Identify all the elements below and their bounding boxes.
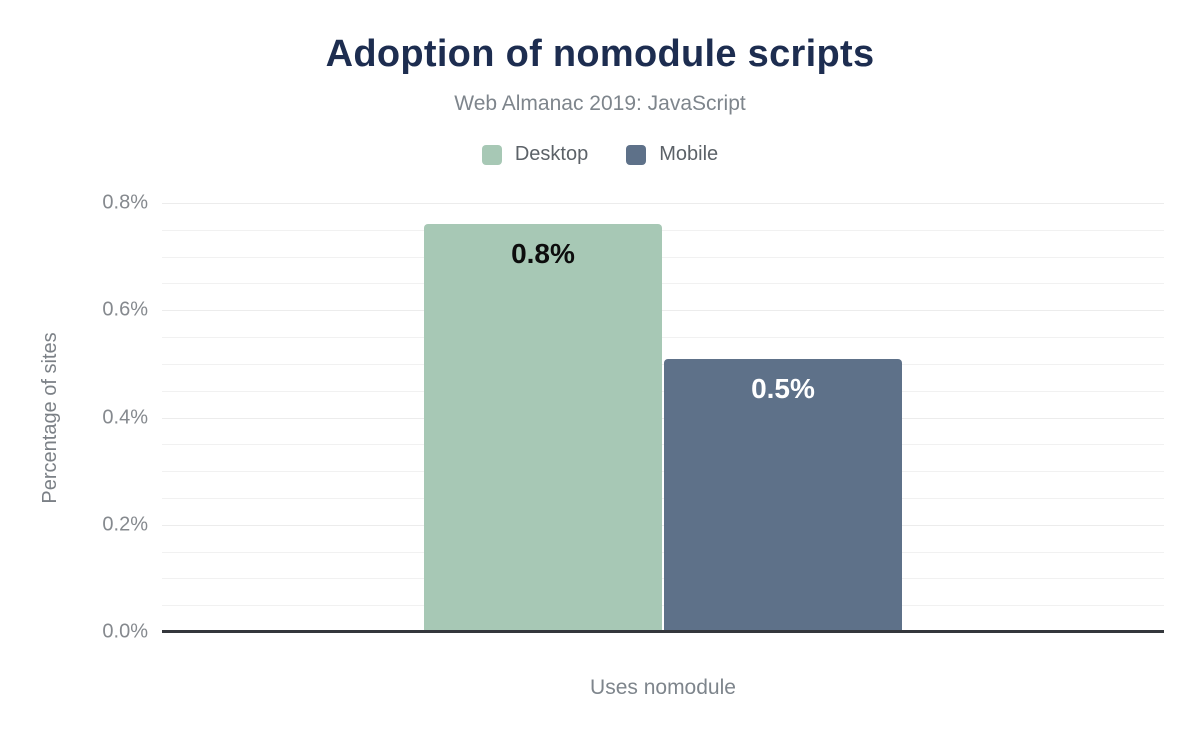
- y-tick-label: 0.8%: [102, 191, 148, 214]
- y-axis-title: Percentage of sites: [39, 332, 61, 504]
- minor-gridline: [162, 363, 1164, 365]
- major-gridline: [162, 310, 1164, 312]
- minor-gridline: [162, 497, 1164, 499]
- minor-gridline: [162, 337, 1164, 339]
- y-tick-label: 0.0%: [102, 620, 148, 643]
- minor-gridline: [162, 551, 1164, 553]
- major-gridline: [162, 417, 1164, 419]
- minor-gridline: [162, 283, 1164, 285]
- bar-value-label-mobile: 0.5%: [751, 373, 815, 404]
- minor-gridline: [162, 578, 1164, 580]
- major-gridline: [162, 203, 1164, 204]
- mobile-swatch-icon: [626, 144, 647, 165]
- legend: Desktop Mobile: [0, 143, 1200, 166]
- bar-mobile: 0.5%: [664, 359, 902, 632]
- minor-gridline: [162, 229, 1164, 231]
- x-axis-title: Uses nomodule: [590, 676, 736, 699]
- desktop-swatch-icon: [481, 144, 502, 165]
- bar-desktop: 0.8%: [424, 224, 662, 632]
- minor-gridline: [162, 390, 1164, 392]
- minor-gridline: [162, 605, 1164, 607]
- major-gridline: [162, 524, 1164, 526]
- minor-gridline: [162, 256, 1164, 258]
- chart-subtitle: Web Almanac 2019: JavaScript: [454, 92, 746, 115]
- minor-gridline: [162, 444, 1164, 446]
- plot-area: 0.0% 0.2% 0.4% 0.6% 0.8% 0.8% 0.5%: [102, 192, 1164, 643]
- x-axis-line: [162, 630, 1164, 633]
- y-tick-label: 0.2%: [102, 513, 148, 536]
- legend-label-desktop: Desktop: [514, 143, 589, 165]
- legend-item-mobile: Mobile: [626, 143, 718, 166]
- y-tick-label: 0.6%: [102, 298, 148, 321]
- legend-label-mobile: Mobile: [659, 143, 719, 165]
- bar-value-label-desktop: 0.8%: [511, 238, 575, 269]
- chart-title: Adoption of nomodule scripts: [325, 33, 875, 75]
- minor-gridline: [162, 471, 1164, 473]
- y-tick-label: 0.4%: [102, 406, 148, 428]
- legend-item-desktop: Desktop: [481, 143, 589, 166]
